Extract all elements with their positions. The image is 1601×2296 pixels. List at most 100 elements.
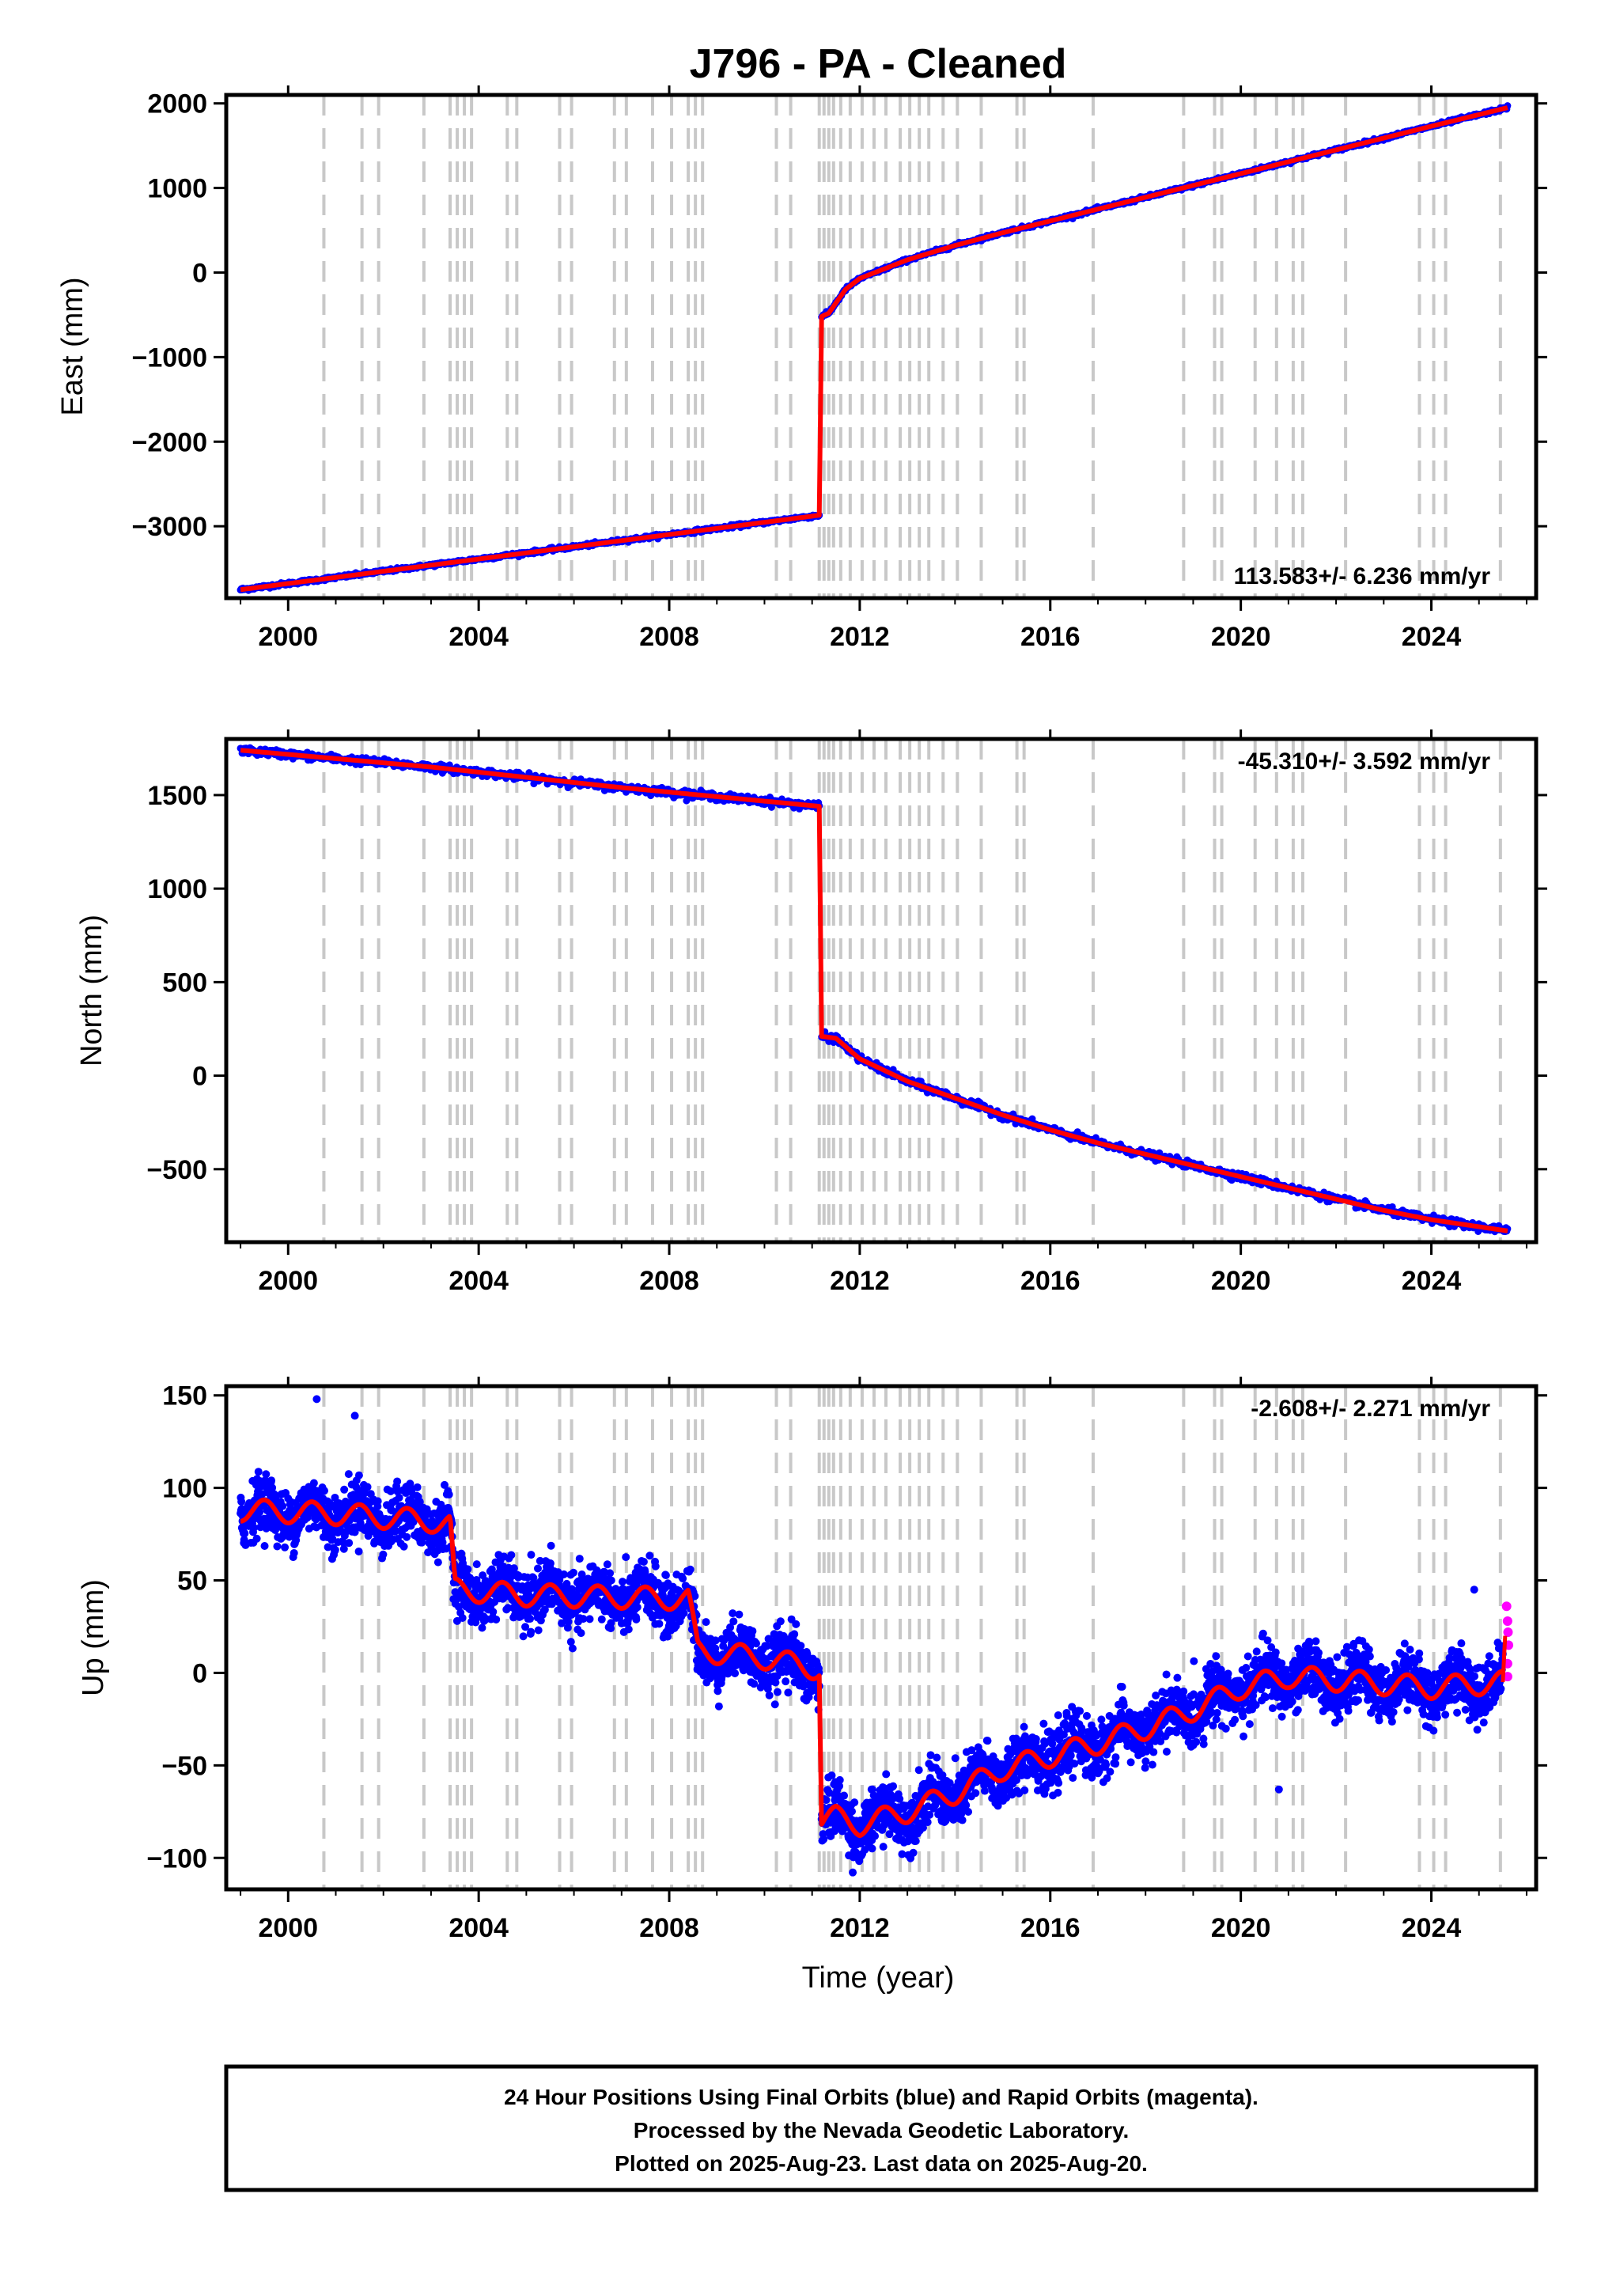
east-ytick-label: 0	[192, 258, 207, 288]
east-rate-annotation: 113.583+/- 6.236 mm/yr	[1234, 563, 1491, 589]
up-data-point	[472, 1560, 481, 1569]
east-xtick-label: 2004	[449, 622, 509, 652]
north-xtick-label: 2024	[1402, 1266, 1462, 1296]
up-data-point	[290, 1548, 298, 1557]
east-ytick-label: −2000	[132, 427, 208, 457]
north-event-lines	[322, 739, 1502, 1242]
up-data-point	[445, 1490, 453, 1498]
east-y-axis-label: East (mm)	[56, 277, 89, 415]
up-data-point	[566, 1638, 575, 1646]
up-data-point	[633, 1603, 642, 1612]
east-frame	[224, 93, 1539, 601]
up-data-point	[489, 1608, 498, 1616]
north-ytick-label: 500	[162, 968, 207, 998]
north-ytick-label: 1500	[147, 781, 207, 811]
up-data-point	[534, 1626, 543, 1635]
up-data-point	[547, 1541, 555, 1550]
up-data-point	[433, 1558, 442, 1567]
east-model-line	[239, 105, 1509, 593]
up-data-point	[603, 1560, 611, 1569]
up-data-point	[564, 1617, 573, 1626]
up-data-point	[527, 1627, 536, 1636]
east-xtick-label: 2000	[258, 622, 318, 652]
up-data-point	[622, 1553, 630, 1562]
east-plot-area	[226, 95, 1536, 598]
up-data-point	[568, 1644, 577, 1653]
up-data-point	[645, 1552, 654, 1560]
up-data-point	[403, 1533, 411, 1541]
east-xtick-label: 2008	[639, 622, 699, 652]
north-xtick-label: 2016	[1020, 1266, 1081, 1296]
east-data-points	[234, 102, 1512, 596]
up-data-point	[492, 1615, 501, 1623]
up-data-point	[399, 1542, 408, 1551]
up-data-point	[507, 1551, 516, 1559]
up-data-point	[254, 1468, 263, 1476]
east-ytick-label: 1000	[147, 174, 207, 204]
north-xtick-label: 2012	[830, 1266, 890, 1296]
up-panel: 2000 2004 2008 2012 2016 2020 2024150100500−50…	[77, 1377, 1547, 1943]
up-data-point	[260, 1542, 269, 1551]
up-data-point	[527, 1551, 536, 1559]
up-data-point	[533, 1564, 542, 1573]
east-ytick-label: 2000	[147, 89, 207, 119]
up-data-point	[340, 1485, 349, 1494]
up-data-point	[413, 1483, 422, 1491]
up-data-point	[252, 1534, 261, 1543]
up-data-point	[639, 1558, 648, 1567]
north-panel: 2000 2004 2008 2012 2016 2020 2024150010005000…	[75, 729, 1547, 1296]
up-data-point	[278, 1502, 287, 1510]
east-xtick-label: 2012	[830, 622, 890, 652]
north-y-axis-label: North (mm)	[75, 915, 108, 1067]
up-data-point	[632, 1615, 641, 1623]
east-ytick-label: −1000	[132, 343, 208, 373]
up-data-point	[281, 1543, 290, 1552]
up-data-point	[624, 1625, 633, 1634]
north-rate-annotation: -45.310+/- 3.592 mm/yr	[1238, 748, 1491, 775]
up-data-point	[585, 1615, 594, 1623]
up-data-point	[607, 1576, 615, 1585]
up-data-point	[519, 1632, 528, 1641]
up-data-point	[577, 1629, 585, 1638]
up-data-point	[559, 1570, 568, 1578]
up-data-point	[354, 1471, 363, 1480]
up-data-point	[597, 1615, 606, 1623]
north-start-marker	[234, 744, 247, 756]
up-data-point	[331, 1545, 339, 1554]
north-ytick-label: −500	[146, 1155, 207, 1185]
up-data-point	[354, 1547, 363, 1555]
north-plot-area	[226, 739, 1536, 1242]
up-data-point	[651, 1562, 660, 1570]
up-data-point	[373, 1497, 382, 1506]
up-data-point	[309, 1479, 318, 1487]
up-data-point	[262, 1470, 271, 1479]
east-ytick-label: −3000	[132, 512, 208, 542]
up-data-point	[618, 1578, 626, 1586]
figure-title: J796 - PA - Cleaned	[690, 41, 1067, 87]
up-data-point	[379, 1550, 388, 1559]
east-start-marker	[234, 583, 247, 596]
up-data-point	[344, 1470, 353, 1479]
up-data-point	[393, 1477, 402, 1486]
east-panel: 2000 2004 2008 2012 2016 2020 2024 2000 1000 0 −10…	[56, 85, 1547, 652]
north-xtick-label: 2020	[1211, 1266, 1271, 1296]
up-data-point	[546, 1559, 554, 1568]
up-data-point	[458, 1613, 467, 1622]
up-data-point	[526, 1615, 535, 1623]
up-data-point	[267, 1476, 276, 1485]
up-data-point	[240, 1529, 249, 1538]
north-xtick-label: 2004	[449, 1266, 509, 1296]
up-data-point	[363, 1483, 372, 1491]
east-xtick-label: 2024	[1402, 622, 1462, 652]
up-data-point	[575, 1555, 584, 1563]
north-data-points	[234, 744, 1512, 1236]
north-xtick-label: 2008	[639, 1266, 699, 1296]
north-xtick-label: 2000	[258, 1266, 318, 1296]
east-xtick-label: 2020	[1211, 622, 1271, 652]
up-data-point	[345, 1539, 354, 1548]
up-data-point	[464, 1565, 472, 1574]
up-data-point	[606, 1569, 615, 1578]
up-data-point	[320, 1487, 329, 1495]
east-xtick-label: 2016	[1020, 622, 1081, 652]
